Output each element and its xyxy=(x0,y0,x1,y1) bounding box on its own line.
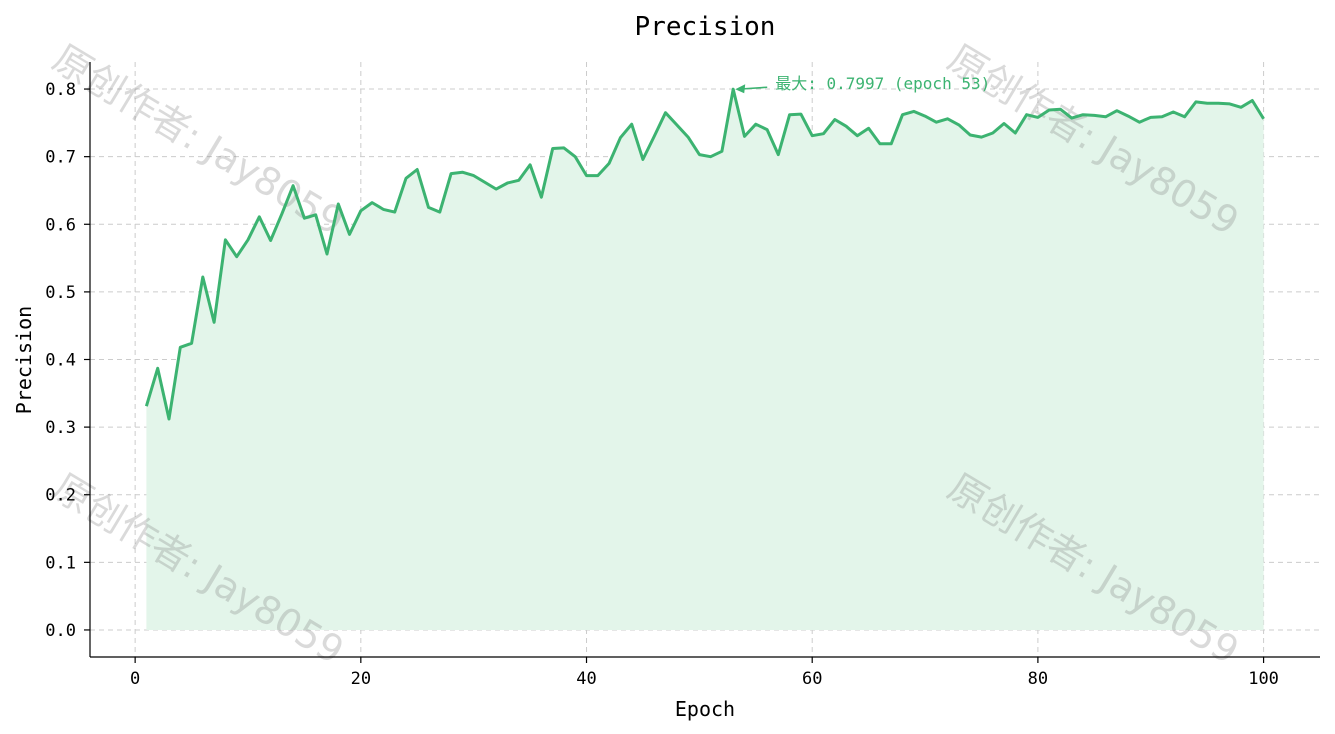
y-tick-label: 0.8 xyxy=(45,80,76,100)
x-tick-label: 20 xyxy=(351,669,371,689)
y-axis-title: Precision xyxy=(12,306,36,414)
annotation-label: 最大: 0.7997 (epoch 53) xyxy=(775,74,990,93)
x-tick-label: 80 xyxy=(1028,669,1048,689)
x-axis-title: Epoch xyxy=(675,697,735,721)
x-tick-label: 100 xyxy=(1248,669,1279,689)
y-tick-label: 0.3 xyxy=(45,418,76,438)
x-ticks: 0 20 40 60 80 100 xyxy=(130,657,1279,689)
annotations: 最大: 0.7997 (epoch 53) xyxy=(735,74,990,94)
y-tick-label: 0.0 xyxy=(45,621,76,641)
y-tick-label: 0.4 xyxy=(45,351,76,371)
y-tick-label: 0.2 xyxy=(45,486,76,506)
x-tick-label: 40 xyxy=(576,669,596,689)
y-tick-label: 0.6 xyxy=(45,215,76,235)
chart-title: Precision xyxy=(635,12,776,42)
annotation-arrow-head xyxy=(735,84,746,94)
y-tick-label: 0.5 xyxy=(45,283,76,303)
watermark-text: 原创作者: Jay8059 xyxy=(45,36,351,244)
precision-area-fill xyxy=(146,89,1264,630)
y-tick-label: 0.7 xyxy=(45,148,76,168)
x-tick-label: 0 xyxy=(130,669,140,689)
y-ticks: 0.0 0.1 0.2 0.3 0.4 0.5 0.6 0.7 0.8 xyxy=(45,80,90,641)
x-tick-label: 60 xyxy=(802,669,822,689)
precision-series-line xyxy=(144,87,1265,421)
y-tick-label: 0.1 xyxy=(45,553,76,573)
